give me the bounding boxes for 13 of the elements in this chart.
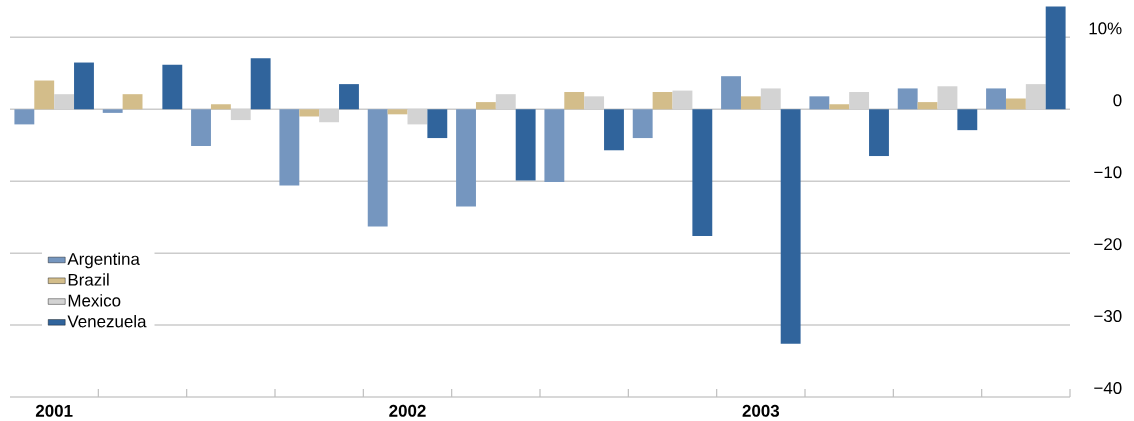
y-tick-label: −30 [1094,310,1122,323]
x-tick-label: 2003 [742,404,780,417]
y-tick-label: 10% [1089,22,1122,35]
x-tick-label: 2002 [389,404,426,417]
y-tick-label: 0 [1113,94,1122,107]
y-tick-label: −20 [1094,238,1122,251]
legend-label: Mexico [68,294,121,307]
x-tick-label: 2001 [35,404,73,417]
y-tick-label: −40 [1094,382,1122,394]
legend-label: Brazil [68,273,109,286]
legend-label: Venezuela [67,314,147,328]
legend-label: Argentina [67,252,140,269]
y-tick-label: −10 [1094,166,1122,179]
